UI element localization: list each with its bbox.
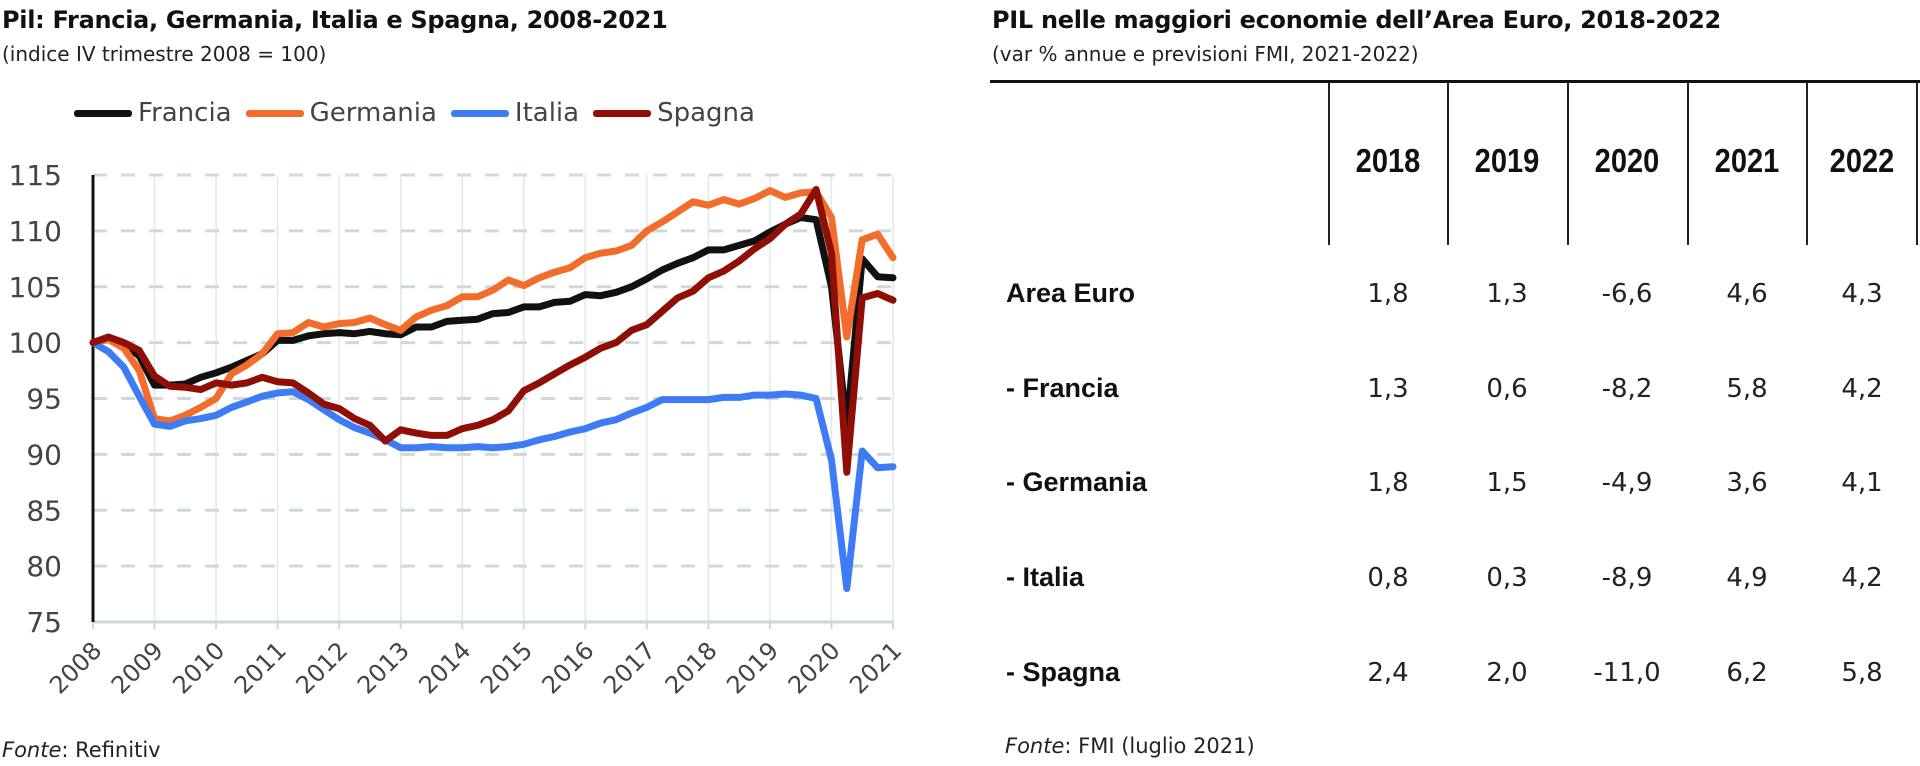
table-cell: 2,4	[1367, 658, 1409, 688]
line-chart: 2008200920102011201220132014201520162017…	[9, 159, 908, 699]
table-cell: 5,8	[1841, 658, 1883, 688]
table-cell: 4,2	[1841, 374, 1883, 404]
table-cell: 0,3	[1486, 563, 1528, 593]
table-cell: -6,6	[1601, 279, 1653, 309]
legend-label: Germania	[309, 98, 437, 128]
table-cell: 4,1	[1841, 468, 1883, 498]
table-cell: 6,2	[1726, 658, 1768, 688]
table-cell: -4,9	[1601, 468, 1653, 498]
x-tick-label: 2017	[598, 636, 661, 699]
column-header: 2020	[1594, 142, 1660, 179]
x-tick-label: 2020	[783, 636, 846, 699]
legend-swatch	[593, 109, 652, 117]
row-label: - Spagna	[1006, 657, 1121, 687]
legend-item-germania: Germania	[245, 98, 437, 128]
table-cell: 0,6	[1486, 374, 1528, 404]
x-tick-label: 2013	[352, 636, 415, 699]
table-cell: -11,0	[1593, 658, 1661, 688]
legend-swatch	[450, 109, 509, 117]
legend-item-spagna: Spagna	[593, 98, 755, 128]
table-source: Fonte: FMI (luglio 2021)	[1005, 734, 1255, 758]
table-cell: -8,9	[1601, 563, 1653, 593]
x-tick-label: 2011	[229, 636, 292, 699]
x-tick-label: 2008	[44, 636, 107, 699]
y-tick-label: 105	[9, 271, 62, 304]
y-tick-label: 110	[9, 215, 62, 248]
row-label: - Germania	[1006, 467, 1148, 497]
y-tick-label: 90	[26, 438, 62, 471]
chart-legend: Francia Germania Italia Spagna	[74, 98, 755, 128]
chart-source: Fonte: Refinitiv	[2, 738, 161, 762]
x-tick-label: 2010	[167, 636, 230, 699]
table-cell: 5,8	[1726, 374, 1768, 404]
column-divider	[1567, 82, 1569, 245]
row-label: Area Euro	[1006, 278, 1136, 308]
column-divider	[1687, 82, 1689, 245]
table-cell: 1,8	[1367, 468, 1409, 498]
y-tick-label: 115	[9, 159, 62, 192]
legend-swatch	[245, 109, 304, 117]
row-label: - Francia	[1006, 373, 1119, 403]
x-tick-label: 2012	[290, 636, 353, 699]
column-divider	[1328, 82, 1330, 245]
legend-label: Francia	[138, 98, 232, 128]
x-tick-label: 2009	[106, 636, 169, 699]
x-tick-label: 2018	[660, 636, 723, 699]
source-label: Fonte	[1005, 734, 1065, 758]
column-header: 2019	[1474, 142, 1540, 179]
legend-item-francia: Francia	[74, 98, 232, 128]
x-tick-label: 2019	[721, 636, 784, 699]
legend-label: Spagna	[657, 98, 755, 128]
source-text: : Refinitiv	[61, 738, 161, 762]
column-divider	[1806, 82, 1808, 245]
x-tick-label: 2016	[537, 636, 600, 699]
table-cell: 0,8	[1367, 563, 1409, 593]
y-tick-label: 80	[26, 550, 62, 583]
table-cell: 4,9	[1726, 563, 1768, 593]
table-cell: 1,3	[1367, 374, 1409, 404]
y-tick-label: 75	[26, 606, 62, 639]
table-cell: -8,2	[1601, 374, 1653, 404]
column-divider	[1916, 82, 1918, 245]
y-tick-label: 100	[9, 327, 62, 360]
chart-title: Pil: Francia, Germania, Italia e Spagna,…	[2, 6, 668, 34]
series-line-spagna	[89, 186, 897, 476]
table-cell: 2,0	[1486, 658, 1528, 688]
table-cell: 4,6	[1726, 279, 1768, 309]
table-subtitle: (var % annue e previsioni FMI, 2021-2022…	[992, 42, 1419, 66]
x-tick-label: 2015	[475, 636, 538, 699]
chart-subtitle: (indice IV trimestre 2008 = 100)	[2, 42, 327, 66]
column-header: 2021	[1714, 142, 1780, 179]
table-cell: 1,3	[1486, 279, 1528, 309]
table-cell: 1,8	[1367, 279, 1409, 309]
table-cell: 3,6	[1726, 468, 1768, 498]
y-tick-label: 85	[26, 494, 62, 527]
series-line-francia	[89, 214, 897, 430]
row-label: - Italia	[1006, 562, 1085, 592]
column-header: 2022	[1829, 142, 1895, 179]
column-divider	[1447, 82, 1449, 245]
x-tick-label: 2021	[844, 636, 907, 699]
table-cell: 1,5	[1486, 468, 1528, 498]
table-cell: 4,2	[1841, 563, 1883, 593]
legend-label: Italia	[514, 98, 580, 128]
table-title: PIL nelle maggiori economie dell’Area Eu…	[992, 6, 1721, 34]
table-top-rule	[990, 80, 1920, 83]
legend-item-italia: Italia	[450, 98, 580, 128]
legend-swatch	[74, 109, 132, 117]
source-label: Fonte	[2, 738, 62, 762]
source-text: : FMI (luglio 2021)	[1064, 734, 1255, 758]
y-tick-label: 95	[26, 383, 62, 416]
series-line-italia	[89, 339, 897, 592]
x-tick-label: 2014	[413, 636, 476, 699]
column-header: 2018	[1355, 142, 1421, 179]
table-cell: 4,3	[1841, 279, 1883, 309]
